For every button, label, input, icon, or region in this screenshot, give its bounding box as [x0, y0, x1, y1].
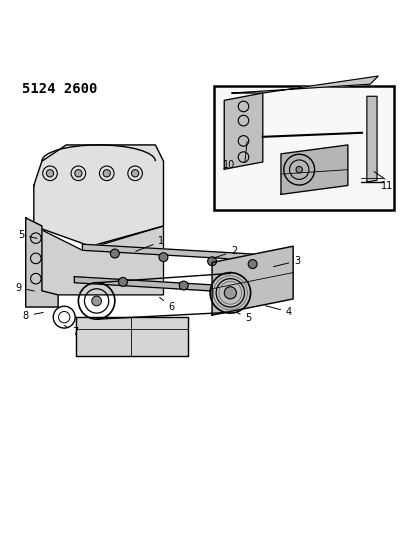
Text: 7: 7 [64, 326, 78, 337]
Circle shape [111, 249, 119, 258]
Circle shape [296, 166, 302, 173]
Text: 5124 2600: 5124 2600 [22, 82, 97, 96]
Circle shape [118, 278, 127, 286]
Circle shape [92, 296, 102, 306]
Text: 1: 1 [136, 236, 164, 252]
Polygon shape [224, 93, 263, 169]
Polygon shape [82, 244, 293, 262]
Text: 5: 5 [237, 312, 252, 324]
Circle shape [47, 169, 54, 177]
Text: 10: 10 [224, 160, 236, 170]
Text: 9: 9 [16, 282, 34, 293]
Text: 3: 3 [273, 256, 300, 266]
Text: 11: 11 [381, 181, 393, 191]
Polygon shape [26, 218, 58, 307]
Text: 4: 4 [266, 306, 292, 317]
Circle shape [208, 257, 217, 265]
Polygon shape [232, 76, 378, 93]
Polygon shape [74, 277, 277, 295]
Polygon shape [281, 145, 348, 195]
Text: 2: 2 [213, 246, 237, 259]
Circle shape [179, 281, 188, 290]
Text: 6: 6 [160, 297, 175, 312]
Bar [214, 86, 395, 210]
Text: 5: 5 [18, 230, 37, 240]
Circle shape [131, 169, 139, 177]
Circle shape [75, 169, 82, 177]
Circle shape [103, 169, 111, 177]
Bar [214, 86, 395, 210]
Polygon shape [367, 96, 377, 182]
Circle shape [159, 253, 168, 262]
Circle shape [248, 260, 257, 269]
Polygon shape [34, 145, 164, 246]
Text: 8: 8 [22, 311, 43, 321]
Circle shape [224, 287, 236, 299]
Polygon shape [34, 226, 164, 295]
Polygon shape [212, 246, 293, 315]
Polygon shape [76, 317, 188, 356]
